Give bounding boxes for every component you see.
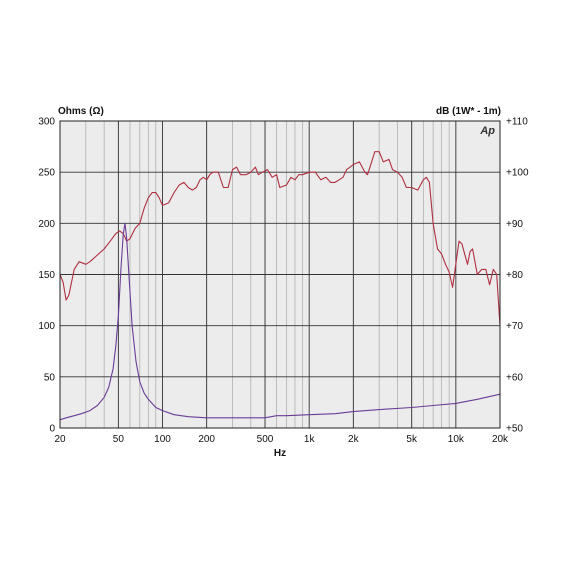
right-axis-label: dB (1W* - 1m) bbox=[436, 106, 501, 117]
left-axis-label: Ohms (Ω) bbox=[58, 106, 104, 117]
right-y-tick-label: +90 bbox=[506, 219, 523, 230]
x-tick-label: 100 bbox=[154, 434, 171, 445]
left-y-tick-label: 100 bbox=[38, 321, 55, 332]
right-y-tick-label: +60 bbox=[506, 372, 523, 383]
left-y-tick-label: 250 bbox=[38, 168, 55, 179]
right-y-tick-label: +80 bbox=[506, 270, 523, 281]
impedance-line bbox=[59, 222, 501, 421]
x-tick-label: 20k bbox=[492, 434, 509, 445]
left-y-tick-label: 300 bbox=[38, 117, 55, 128]
left-y-tick-label: 150 bbox=[38, 270, 55, 281]
series-layer bbox=[59, 151, 501, 421]
right-y-tick-label: +50 bbox=[506, 424, 523, 435]
right-y-tick-label: +70 bbox=[506, 321, 523, 332]
x-tick-label: 200 bbox=[198, 434, 215, 445]
x-tick-label: 50 bbox=[113, 434, 125, 445]
plot-frame bbox=[59, 120, 501, 429]
left-y-tick-label: 50 bbox=[44, 372, 56, 383]
x-tick-label: 20 bbox=[54, 434, 66, 445]
left-y-tick-label: 0 bbox=[49, 424, 55, 435]
x-tick-label: 500 bbox=[257, 434, 274, 445]
tick-labels: 0 50 100 150 200 250 300 +50 +60 +70 +80 +90 +100 +11… bbox=[38, 117, 529, 446]
x-axis-label: Hz bbox=[274, 448, 286, 459]
ap-logo: Ap bbox=[479, 125, 495, 137]
x-tick-label: 2k bbox=[348, 434, 360, 445]
left-y-tick-label: 200 bbox=[38, 219, 55, 230]
right-y-tick-label: +110 bbox=[506, 117, 528, 128]
x-tick-label: 5k bbox=[406, 434, 418, 445]
right-y-tick-label: +100 bbox=[506, 168, 529, 179]
x-tick-label: 10k bbox=[448, 434, 465, 445]
grid-lines bbox=[59, 120, 501, 429]
x-tick-label: 1k bbox=[304, 434, 316, 445]
spl-response-line bbox=[59, 151, 501, 326]
